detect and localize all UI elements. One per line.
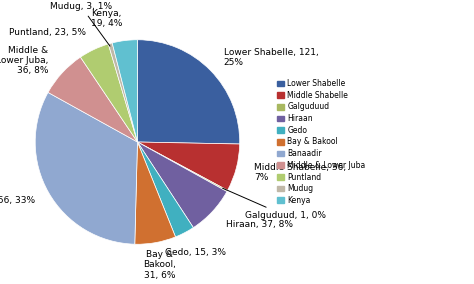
Wedge shape xyxy=(137,40,240,144)
Wedge shape xyxy=(48,57,137,142)
Wedge shape xyxy=(81,44,137,142)
Wedge shape xyxy=(135,142,175,244)
Text: Lower Shabelle, 121,
25%: Lower Shabelle, 121, 25% xyxy=(224,48,319,67)
Wedge shape xyxy=(137,142,228,192)
Legend: Lower Shabelle, Middle Shabelle, Galguduud, Hiraan, Gedo, Bay & Bakool, Banaadir: Lower Shabelle, Middle Shabelle, Galgudu… xyxy=(274,76,368,208)
Text: Banaadir, 156, 33%: Banaadir, 156, 33% xyxy=(0,196,36,205)
Text: Kenya,
19, 4%: Kenya, 19, 4% xyxy=(91,9,122,28)
Wedge shape xyxy=(137,142,227,227)
Text: Galguduud, 1, 0%: Galguduud, 1, 0% xyxy=(223,188,326,220)
Wedge shape xyxy=(137,142,240,190)
Text: Puntland, 23, 5%: Puntland, 23, 5% xyxy=(9,28,86,37)
Wedge shape xyxy=(108,43,137,142)
Text: Middle &
Lower Juba,
36, 8%: Middle & Lower Juba, 36, 8% xyxy=(0,45,49,75)
Wedge shape xyxy=(35,92,137,244)
Text: Mudug, 3, 1%: Mudug, 3, 1% xyxy=(50,2,112,46)
Text: Bay &
Bakool,
31, 6%: Bay & Bakool, 31, 6% xyxy=(143,250,176,280)
Text: Hiraan, 37, 8%: Hiraan, 37, 8% xyxy=(226,220,293,229)
Wedge shape xyxy=(137,142,193,237)
Wedge shape xyxy=(112,40,137,142)
Text: Middle Shabelle, 36,
7%: Middle Shabelle, 36, 7% xyxy=(254,163,346,182)
Text: Gedo, 15, 3%: Gedo, 15, 3% xyxy=(164,248,226,257)
